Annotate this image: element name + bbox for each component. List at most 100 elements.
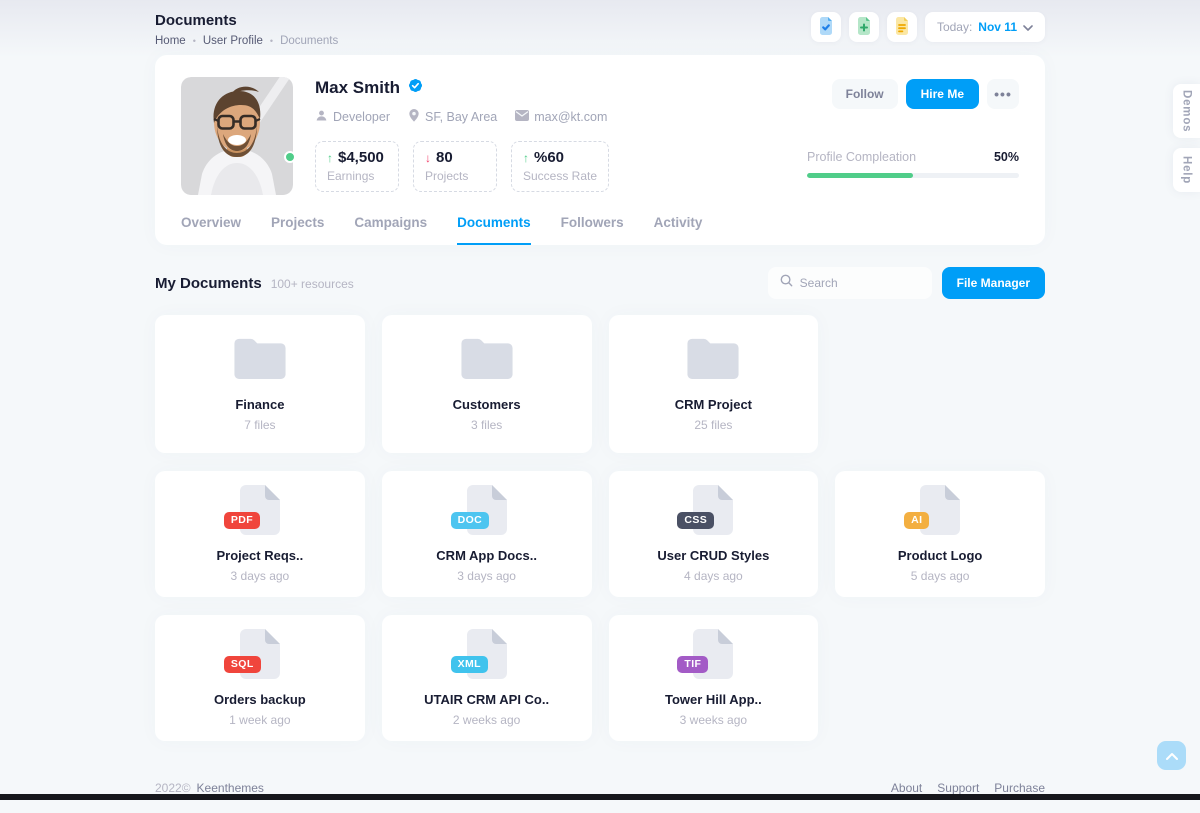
documents-title: My Documents xyxy=(155,274,262,292)
file-name: UTAIR CRM API Co.. xyxy=(424,692,550,707)
scroll-to-top-button[interactable] xyxy=(1157,741,1186,770)
file-notes-button[interactable] xyxy=(886,12,917,42)
documents-grid: Finance 7 files Customers 3 files CRM Pr… xyxy=(155,315,1045,741)
arrow-up-icon xyxy=(1165,748,1178,763)
tab-followers[interactable]: Followers xyxy=(560,215,624,230)
grid-spacer xyxy=(835,315,1045,453)
footer-link-about[interactable]: About xyxy=(890,781,923,795)
file-info: 2 weeks ago xyxy=(452,713,521,727)
profile-name: Max Smith xyxy=(315,78,401,97)
file-info: 3 days ago xyxy=(457,569,516,583)
breadcrumb-user-profile[interactable]: User Profile xyxy=(202,35,263,47)
folder-card-customers[interactable]: Customers 3 files xyxy=(381,315,592,453)
completion-progress-track xyxy=(807,173,1019,178)
file-icon: AI xyxy=(904,485,961,535)
page-title: Documents xyxy=(155,12,237,29)
profile-email: max@kt.com xyxy=(515,110,607,124)
file-card-doc[interactable]: DOC CRM App Docs.. 3 days ago xyxy=(381,471,592,597)
file-info: 1 week ago xyxy=(229,713,291,727)
stat-projects-label: Projects xyxy=(425,169,469,183)
file-check-icon xyxy=(818,16,834,38)
user-icon xyxy=(315,109,328,125)
tab-campaigns[interactable]: Campaigns xyxy=(354,215,428,230)
search-icon xyxy=(780,274,793,292)
file-card-sql[interactable]: SQL Orders backup 1 week ago xyxy=(155,615,365,741)
file-type-badge: AI xyxy=(904,512,930,529)
breadcrumb-separator: • xyxy=(269,35,274,46)
breadcrumb: Home • User Profile • Documents xyxy=(155,35,338,47)
profile-card: Max Smith Developer SF, Bay Area xyxy=(155,55,1045,245)
profile-completion: Profile Compleation 50% xyxy=(807,150,1019,178)
footer-link-support[interactable]: Support xyxy=(937,781,980,795)
tab-documents[interactable]: Documents xyxy=(457,215,531,245)
file-notes-icon xyxy=(894,16,910,38)
tab-overview[interactable]: Overview xyxy=(181,215,242,230)
file-add-icon xyxy=(856,16,872,38)
file-type-badge: SQL xyxy=(223,656,261,673)
file-name: Project Reqs.. xyxy=(216,548,304,563)
envelope-icon xyxy=(515,110,530,124)
file-card-css[interactable]: CSS User CRUD Styles 4 days ago xyxy=(608,471,819,597)
file-name: Product Logo xyxy=(897,548,983,563)
file-manager-button[interactable]: File Manager xyxy=(941,267,1045,299)
profile-email-label: max@kt.com xyxy=(534,110,608,124)
file-name: Tower Hill App.. xyxy=(664,692,762,707)
file-icon: CSS xyxy=(677,485,734,535)
stat-earnings-label: Earnings xyxy=(327,169,375,183)
file-icon: DOC xyxy=(450,485,507,535)
folder-card-finance[interactable]: Finance 7 files xyxy=(155,315,365,453)
breadcrumb-home[interactable]: Home xyxy=(155,35,186,47)
documents-header: My Documents 100+ resources File Manager xyxy=(155,267,1045,299)
date-value: Nov 11 xyxy=(978,20,1017,34)
search-box[interactable] xyxy=(767,267,932,299)
header-toolbar: Today: Nov 11 xyxy=(810,12,1045,42)
file-card-xml[interactable]: XML UTAIR CRM API Co.. 2 weeks ago xyxy=(381,615,592,741)
completion-label: Profile Compleation xyxy=(807,150,917,164)
profile-role-label: Developer xyxy=(333,110,390,124)
file-card-ai[interactable]: AI Product Logo 5 days ago xyxy=(835,471,1045,597)
file-card-tif[interactable]: TIF Tower Hill App.. 3 weeks ago xyxy=(608,615,819,741)
folder-info: 7 files xyxy=(244,417,276,432)
hire-me-button[interactable]: Hire Me xyxy=(905,79,979,109)
folder-icon xyxy=(687,337,739,384)
help-edge-tab[interactable]: Help xyxy=(1173,148,1200,192)
arrow-up-icon: ↑ xyxy=(523,150,529,165)
page-heading-block: Documents Home • User Profile • Document… xyxy=(155,12,338,47)
folder-card-crm-project[interactable]: CRM Project 25 files xyxy=(608,315,819,453)
file-info: 4 days ago xyxy=(684,569,743,583)
footer-link-purchase[interactable]: Purchase xyxy=(994,781,1045,795)
stat-earnings: ↑ $4,500 Earnings xyxy=(315,141,399,192)
file-add-button[interactable] xyxy=(848,12,879,42)
profile-actions: Follow Hire Me ••• xyxy=(831,79,1019,109)
tab-activity[interactable]: Activity xyxy=(653,215,703,230)
demos-edge-tab[interactable]: Demos xyxy=(1173,84,1200,138)
file-type-badge: PDF xyxy=(223,512,261,529)
profile-location: SF, Bay Area xyxy=(408,109,497,125)
folder-info: 25 files xyxy=(694,417,733,432)
stat-success-rate-label: Success Rate xyxy=(523,169,598,183)
date-selector[interactable]: Today: Nov 11 xyxy=(924,12,1045,42)
chevron-down-icon xyxy=(1023,20,1033,34)
stat-projects-value: 80 xyxy=(436,149,453,166)
file-check-button[interactable] xyxy=(810,12,841,42)
file-card-pdf[interactable]: PDF Project Reqs.. 3 days ago xyxy=(155,471,365,597)
arrow-down-icon: ↓ xyxy=(425,150,431,165)
avatar-wrap xyxy=(181,77,296,195)
arrow-up-icon: ↑ xyxy=(327,150,333,165)
tab-projects[interactable]: Projects xyxy=(271,215,325,230)
folder-name: Finance xyxy=(235,396,285,412)
follow-button[interactable]: Follow xyxy=(831,79,898,109)
stat-success-rate-value: %60 xyxy=(534,149,565,166)
search-input[interactable] xyxy=(799,276,920,290)
stat-projects: ↓ 80 Projects xyxy=(413,141,497,192)
online-status-dot xyxy=(284,151,296,164)
page-header: Documents Home • User Profile • Document… xyxy=(155,0,1045,47)
completion-progress-fill xyxy=(807,173,913,178)
profile-tabs: Overview Projects Campaigns Documents Fo… xyxy=(181,215,1019,245)
demos-edge-tab-label: Demos xyxy=(1180,89,1193,133)
footer-brand-link[interactable]: Keenthemes xyxy=(196,781,264,795)
file-name: CRM App Docs.. xyxy=(436,548,537,563)
date-prefix-label: Today: xyxy=(936,20,973,34)
profile-stats: ↑ $4,500 Earnings ↓ 80 Projects xyxy=(315,141,610,192)
more-options-button[interactable]: ••• xyxy=(987,79,1019,109)
